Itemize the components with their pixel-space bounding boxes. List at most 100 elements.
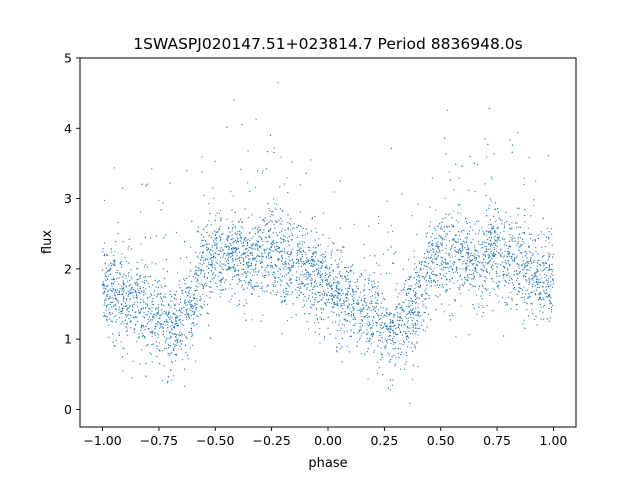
data-point <box>139 288 141 290</box>
data-point <box>509 245 511 248</box>
data-point <box>274 246 276 248</box>
data-point <box>314 331 316 333</box>
data-point <box>117 269 119 272</box>
data-point <box>195 266 197 268</box>
data-point <box>543 304 545 306</box>
data-point <box>191 330 193 332</box>
data-point <box>143 291 145 293</box>
data-point <box>547 283 549 285</box>
data-point <box>447 263 449 265</box>
data-point <box>431 243 433 245</box>
data-point <box>339 293 341 295</box>
data-point <box>311 258 313 261</box>
data-point <box>546 292 548 294</box>
data-point <box>115 315 117 317</box>
data-point <box>140 329 142 331</box>
data-point <box>444 217 446 219</box>
data-point <box>245 237 247 239</box>
data-point <box>247 249 249 251</box>
data-point <box>175 298 177 300</box>
data-point <box>473 244 476 246</box>
data-point <box>214 238 216 240</box>
data-point <box>494 235 496 237</box>
data-point <box>274 281 276 283</box>
data-point <box>443 311 445 313</box>
data-point <box>329 333 331 335</box>
data-point <box>196 297 198 300</box>
data-point <box>332 322 334 324</box>
data-point <box>538 279 540 281</box>
data-point <box>474 249 476 251</box>
data-point <box>298 294 300 296</box>
data-point <box>370 326 372 329</box>
data-point <box>175 323 177 325</box>
data-point <box>212 197 215 199</box>
data-point <box>376 323 378 325</box>
data-point <box>495 208 497 210</box>
data-point <box>546 275 548 277</box>
data-point <box>261 255 263 257</box>
data-point <box>530 252 532 254</box>
data-point <box>345 280 347 282</box>
data-point <box>544 292 546 294</box>
data-point <box>235 252 237 254</box>
data-point <box>243 245 245 247</box>
data-point <box>156 348 158 350</box>
data-point <box>179 331 181 333</box>
data-point <box>463 255 465 257</box>
data-point <box>161 304 163 306</box>
data-point <box>106 319 108 322</box>
data-point <box>170 370 172 372</box>
data-point <box>156 324 158 326</box>
data-point <box>315 247 317 249</box>
data-point <box>180 348 182 350</box>
data-point <box>408 331 410 333</box>
data-point <box>486 215 488 217</box>
data-point <box>254 345 256 347</box>
data-point <box>110 248 112 250</box>
data-point <box>494 253 497 256</box>
data-point <box>298 262 300 265</box>
data-point <box>188 292 190 294</box>
data-point <box>416 341 418 343</box>
data-point <box>251 263 253 265</box>
data-point <box>115 297 117 299</box>
data-point <box>466 244 468 246</box>
data-point <box>178 334 180 336</box>
data-point <box>297 243 299 245</box>
data-point <box>536 286 539 288</box>
data-point <box>552 283 554 285</box>
data-point <box>157 320 159 323</box>
data-point <box>403 301 405 303</box>
data-point <box>446 263 448 265</box>
data-point <box>231 234 233 236</box>
data-point <box>341 251 343 253</box>
data-point <box>113 277 115 279</box>
data-point <box>411 215 413 217</box>
data-point <box>242 245 244 247</box>
data-point <box>493 215 495 217</box>
data-point <box>339 227 342 229</box>
data-point <box>339 329 341 332</box>
data-point <box>317 272 319 274</box>
data-point <box>243 305 245 307</box>
data-point <box>468 258 470 260</box>
data-point <box>486 304 488 306</box>
data-point <box>403 286 406 288</box>
data-point <box>223 252 225 254</box>
data-point <box>320 307 322 309</box>
data-point <box>265 241 267 243</box>
data-point <box>273 242 275 245</box>
data-point <box>306 288 308 291</box>
data-point <box>123 289 125 291</box>
data-point <box>471 264 474 266</box>
data-point <box>316 273 318 275</box>
data-point <box>275 232 277 234</box>
data-point <box>504 222 506 224</box>
data-point <box>507 253 509 255</box>
data-point <box>268 221 270 223</box>
data-point <box>310 263 313 265</box>
data-point <box>156 312 158 314</box>
data-point <box>498 301 500 303</box>
data-point <box>186 309 188 311</box>
